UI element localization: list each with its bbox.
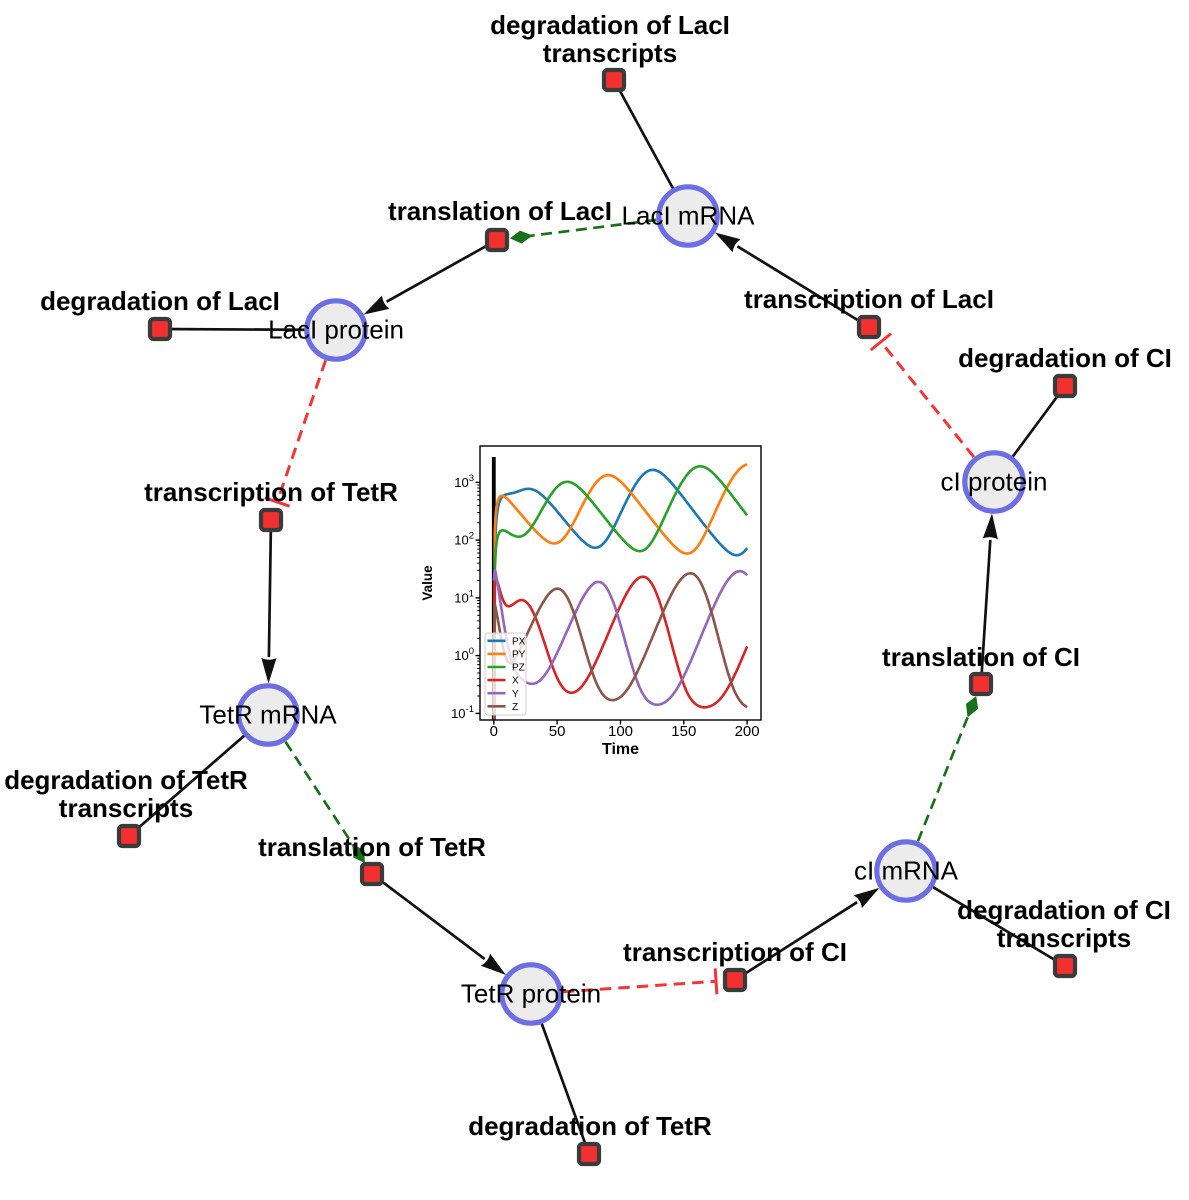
- svg-text:TetR mRNA: TetR mRNA: [199, 700, 337, 730]
- svg-text:degradation of CI: degradation of CI: [958, 343, 1172, 373]
- svg-text:degradation of CI: degradation of CI: [957, 895, 1171, 925]
- svg-text:TetR protein: TetR protein: [461, 979, 601, 1009]
- svg-text:transcripts: transcripts: [59, 793, 193, 823]
- svg-text:Value: Value: [420, 565, 435, 601]
- svg-text:transcription of TetR: transcription of TetR: [144, 477, 398, 507]
- svg-text:Time: Time: [602, 741, 639, 758]
- svg-text:Z: Z: [512, 702, 518, 713]
- svg-text:translation of TetR: translation of TetR: [258, 832, 486, 862]
- svg-text:LacI protein: LacI protein: [268, 315, 404, 345]
- svg-text:translation of LacI: translation of LacI: [388, 196, 612, 226]
- svg-text:degradation of LacI: degradation of LacI: [490, 10, 730, 40]
- svg-text:degradation of LacI: degradation of LacI: [40, 286, 280, 316]
- svg-text:150: 150: [671, 723, 696, 740]
- svg-text:LacI mRNA: LacI mRNA: [622, 201, 756, 231]
- svg-text:Y: Y: [512, 689, 519, 700]
- svg-text:degradation of TetR: degradation of TetR: [468, 1111, 712, 1141]
- svg-text:cI mRNA: cI mRNA: [854, 856, 959, 886]
- svg-text:200: 200: [735, 723, 760, 740]
- svg-text:PY: PY: [512, 650, 526, 661]
- svg-text:translation of CI: translation of CI: [882, 642, 1080, 672]
- svg-text:X: X: [512, 676, 519, 687]
- svg-text:transcription of CI: transcription of CI: [623, 937, 847, 967]
- svg-text:degradation of TetR: degradation of TetR: [4, 765, 248, 795]
- svg-text:100: 100: [608, 723, 633, 740]
- svg-text:50: 50: [549, 723, 566, 740]
- svg-text:transcripts: transcripts: [997, 923, 1131, 953]
- svg-text:cI protein: cI protein: [941, 467, 1048, 497]
- svg-text:transcription of LacI: transcription of LacI: [744, 284, 994, 314]
- svg-text:PZ: PZ: [512, 663, 525, 674]
- svg-text:PX: PX: [512, 636, 526, 647]
- svg-text:transcripts: transcripts: [543, 38, 677, 68]
- svg-text:0: 0: [490, 723, 498, 740]
